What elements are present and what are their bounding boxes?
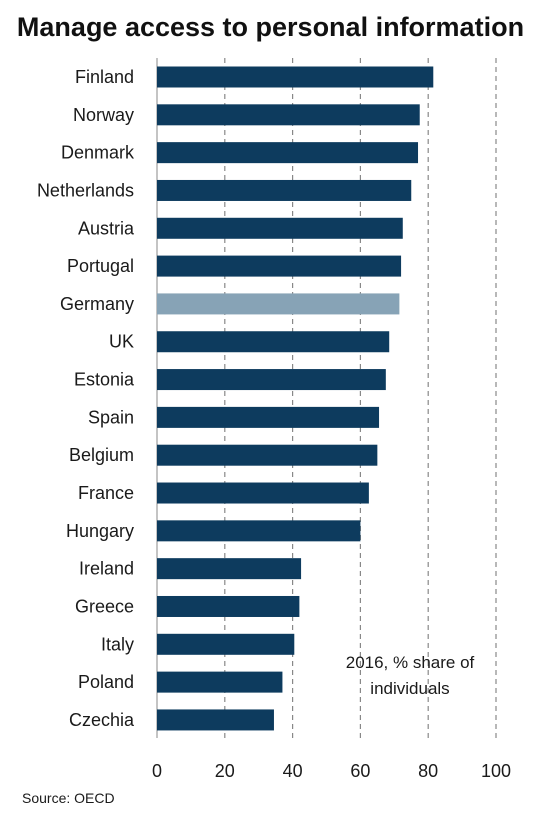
category-label: Finland	[75, 67, 134, 87]
bars	[157, 66, 434, 731]
bar-greece	[157, 595, 300, 617]
category-label: Hungary	[66, 521, 134, 541]
bar-germany	[157, 293, 400, 315]
category-label: Ireland	[79, 559, 134, 579]
gridlines	[156, 58, 497, 738]
bar-portugal	[157, 255, 402, 277]
source-note: Source: OECD	[22, 790, 115, 806]
x-tick-labels: 0 20 40 60 80 100	[152, 761, 511, 781]
bar-finland	[157, 66, 434, 88]
category-label: Spain	[88, 407, 134, 427]
category-label: Portugal	[67, 256, 134, 276]
x-tick-label: 80	[418, 761, 438, 781]
annotation-line-1: 2016, % share of	[346, 653, 475, 672]
bar-france	[157, 482, 369, 504]
bar-spain	[157, 406, 380, 428]
bar-italy	[157, 633, 295, 655]
bar-denmark	[157, 142, 419, 164]
category-label: Austria	[78, 218, 135, 238]
category-label: Poland	[78, 672, 134, 692]
bar-austria	[157, 217, 403, 239]
bar-estonia	[157, 369, 386, 391]
x-tick-label: 20	[215, 761, 235, 781]
category-label: Belgium	[69, 445, 134, 465]
x-tick-label: 40	[283, 761, 303, 781]
bar-ireland	[157, 558, 302, 580]
category-label: Germany	[60, 294, 134, 314]
category-label: UK	[109, 332, 134, 352]
x-tick-label: 0	[152, 761, 162, 781]
category-label: Norway	[73, 105, 134, 125]
category-label: Italy	[101, 634, 134, 654]
bar-netherlands	[157, 179, 412, 201]
category-labels: Finland Norway Denmark Netherlands Austria Po…	[37, 67, 135, 730]
bar-norway	[157, 104, 420, 126]
x-tick-label: 60	[350, 761, 370, 781]
bar-belgium	[157, 444, 378, 466]
category-label: Greece	[75, 596, 134, 616]
annotation-line-2: individuals	[370, 679, 449, 698]
category-label: France	[78, 483, 134, 503]
category-label: Estonia	[74, 370, 135, 390]
x-tick-label: 100	[481, 761, 511, 781]
bar-hungary	[157, 520, 361, 542]
bar-uk	[157, 331, 390, 353]
category-label: Czechia	[69, 710, 135, 730]
category-label: Denmark	[61, 143, 135, 163]
category-label: Netherlands	[37, 180, 134, 200]
chart-title: Manage access to personal information	[16, 12, 525, 42]
bar-poland	[157, 671, 283, 693]
bar-czechia	[157, 709, 274, 731]
